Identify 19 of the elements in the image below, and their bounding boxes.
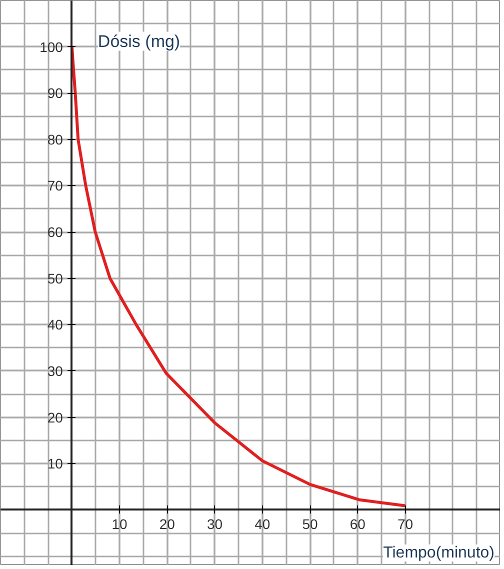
x-tick-label: 10 — [112, 516, 128, 532]
y-tick-label: 20 — [47, 409, 64, 426]
y-tick-label: 100 — [40, 38, 64, 55]
x-tick-label: 40 — [254, 516, 270, 532]
x-tick-label: 30 — [207, 516, 223, 532]
y-axis-title: Dósis (mg) — [98, 32, 180, 51]
y-tick-label: 90 — [47, 85, 64, 102]
x-tick-label: 70 — [397, 516, 414, 532]
y-tick-label: 70 — [47, 178, 64, 194]
x-axis-title: Tiempo(minuto) — [383, 544, 494, 562]
x-tick-label: 50 — [302, 516, 318, 532]
x-tick-label: 20 — [159, 516, 176, 532]
y-tick-label: 60 — [47, 224, 64, 240]
y-tick-label: 40 — [47, 316, 64, 333]
y-tick-label: 80 — [47, 131, 64, 148]
y-tick-label: 10 — [47, 456, 64, 472]
x-tick-label: 60 — [350, 516, 366, 532]
y-tick-label: 30 — [47, 362, 64, 379]
y-tick-label: 50 — [47, 270, 64, 286]
